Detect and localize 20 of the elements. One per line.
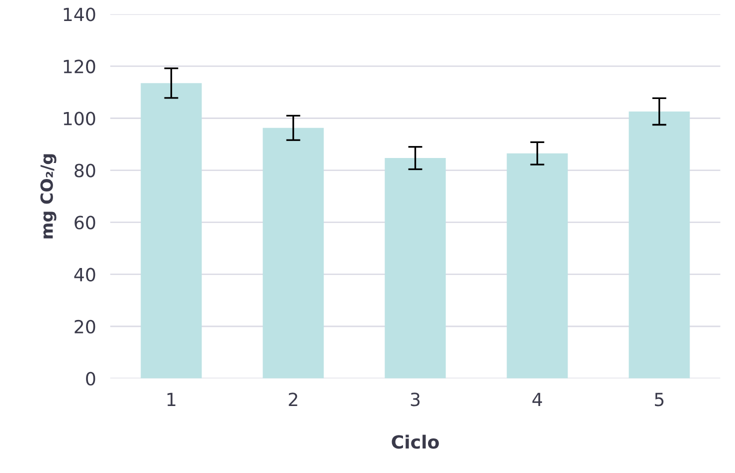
bar <box>628 111 690 378</box>
y-tick-label: 80 <box>74 164 96 178</box>
bar <box>262 128 324 378</box>
y-axis-title: mg CO₂/g <box>40 154 56 238</box>
y-tick-label: 100 <box>64 112 96 126</box>
y-tick-label: 60 <box>74 216 96 230</box>
y-tick-label: 140 <box>64 8 96 22</box>
y-tick-label: 120 <box>64 60 96 74</box>
x-axis-title: Ciclo <box>392 434 439 449</box>
bar <box>140 83 202 378</box>
x-tick-label: 2 <box>288 392 298 406</box>
x-tick-label: 4 <box>532 392 542 406</box>
x-tick-label: 1 <box>167 392 176 406</box>
y-tick-label: 0 <box>86 372 96 386</box>
bar <box>384 158 446 378</box>
x-tick-label: 3 <box>410 392 420 406</box>
x-tick-label: 5 <box>654 392 664 406</box>
bar <box>506 153 568 378</box>
y-tick-label: 40 <box>74 268 96 282</box>
y-tick-label: 20 <box>74 320 96 334</box>
